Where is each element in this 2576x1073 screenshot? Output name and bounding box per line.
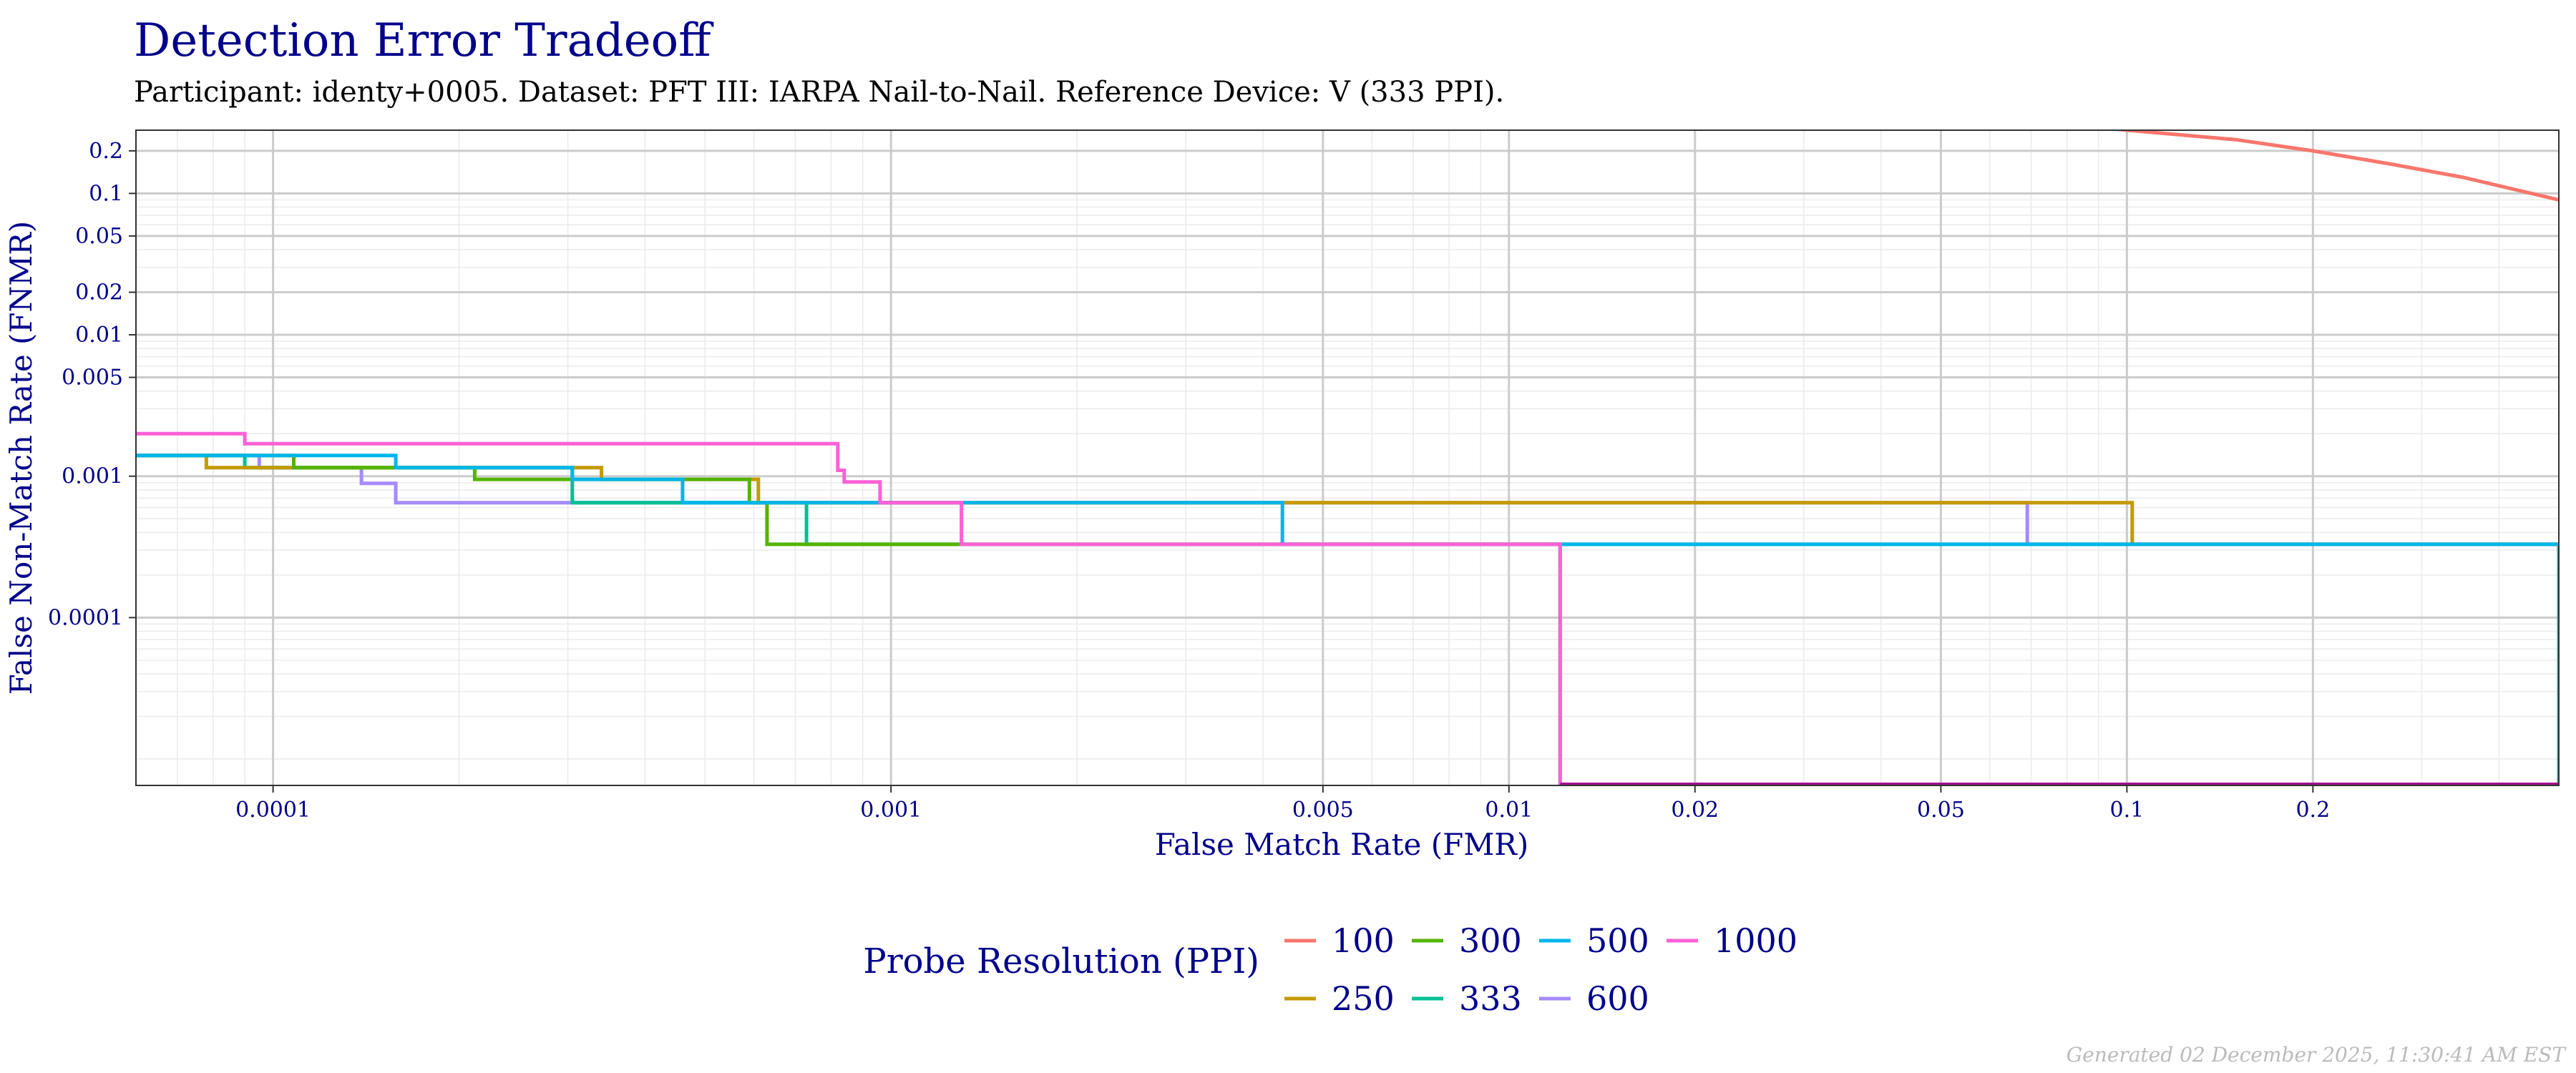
y-tick-label: 0.1 — [89, 181, 123, 206]
x-tick-label: 0.05 — [1917, 798, 1965, 823]
y-tick-label: 0.01 — [75, 323, 123, 348]
y-tick-label: 0.001 — [62, 464, 123, 489]
legend-title: Probe Resolution (PPI) — [863, 941, 1259, 981]
plot-border — [135, 129, 2560, 786]
y-tick-label: 0.005 — [62, 366, 123, 391]
x-tick-label: 0.01 — [1485, 798, 1533, 823]
plot-background — [136, 130, 2559, 785]
legend-label-600: 600 — [1586, 979, 1649, 1018]
grid-lines — [135, 130, 2560, 785]
legend-label-300: 300 — [1459, 921, 1522, 960]
x-tick-label: 0.02 — [1671, 798, 1719, 823]
generated-caption: Generated 02 December 2025, 11:30:41 AM … — [2067, 1043, 2567, 1067]
chart-subtitle: Participant: identy+0005. Dataset: PFT I… — [134, 76, 1504, 109]
x-axis-ticks: 0.0001 0.001 0.005 0.01 0.02 0.05 0.1 0.2 — [235, 785, 2330, 823]
y-tick-label: 0.02 — [75, 280, 123, 305]
legend-label-250: 250 — [1332, 979, 1395, 1018]
y-tick-label: 0.2 — [89, 139, 123, 164]
series-line-100 — [2109, 130, 2559, 202]
legend-label-500: 500 — [1586, 921, 1649, 960]
series-line-600 — [136, 454, 2559, 547]
x-tick-label: 0.1 — [2110, 798, 2145, 823]
series-line-1000 — [136, 431, 1562, 785]
chart-title: Detection Error Tradeoff — [134, 14, 714, 67]
x-axis-title: False Match Rate (FMR) — [1155, 827, 1529, 862]
legend-label-333: 333 — [1459, 979, 1522, 1018]
series-layer — [136, 130, 2559, 785]
x-tick-label: 0.001 — [860, 798, 922, 823]
legend: Probe Resolution (PPI) 100 250 300 333 500 60… — [863, 921, 1797, 1018]
x-tick-label: 0.2 — [2296, 798, 2330, 823]
y-tick-label: 0.05 — [75, 224, 123, 249]
x-tick-label: 0.0001 — [235, 798, 311, 823]
y-tick-label: 0.0001 — [48, 605, 123, 630]
x-tick-label: 0.005 — [1292, 798, 1354, 823]
y-axis-title: False Non-Match Rate (FNMR) — [4, 221, 39, 695]
legend-label-100: 100 — [1332, 921, 1395, 960]
y-axis-ticks: 0.0001 0.001 0.005 0.01 0.02 0.05 0.1 0.2 — [48, 139, 136, 630]
plot-panel — [136, 130, 2559, 785]
legend-label-1000: 1000 — [1714, 921, 1797, 960]
series-line-500 — [136, 454, 2559, 547]
